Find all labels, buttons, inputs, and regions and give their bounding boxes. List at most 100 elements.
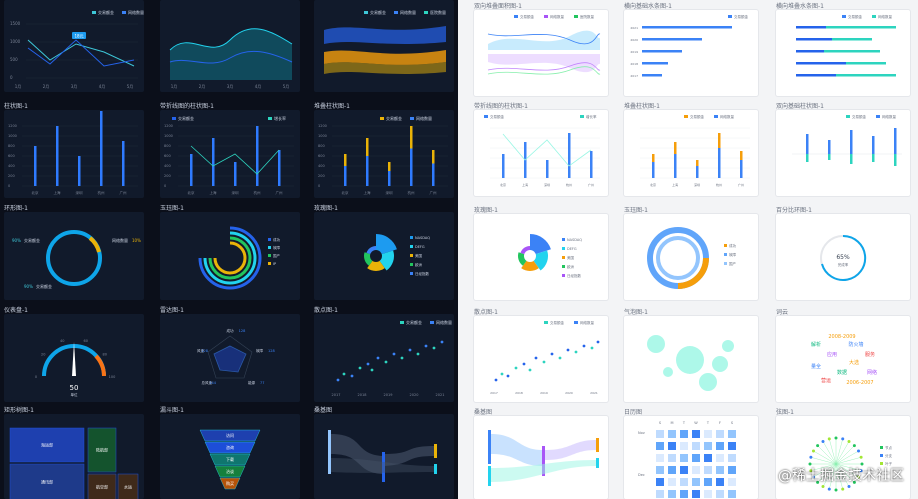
chart-card: NASDAQ DEFG 美国 欧洲 日经指数 [474, 214, 608, 300]
legend-swatch [842, 15, 846, 18]
tree-edge [835, 463, 859, 478]
hbar-segment [824, 50, 880, 53]
jade-arc [203, 231, 257, 285]
sankey-node [488, 466, 491, 486]
calendar-cell [656, 478, 664, 486]
tile-title: 柱状图-1 [4, 103, 28, 110]
legend-label: 交易额金 [852, 114, 866, 119]
word: 防火墙 [848, 341, 863, 348]
chart-card: 交易额金 网络数量 医院数量 [314, 0, 454, 92]
tile-title: 堆叠柱状图-1 [314, 103, 350, 110]
chart-card: 交易额金 增长率 1200 1000 800 600 400 200 0 北京 上海 深圳 杭州 广州 [160, 110, 300, 198]
bar-segment [740, 151, 743, 160]
radar-value: 128 [239, 329, 246, 333]
area-line [487, 62, 601, 71]
tile-title: 漏斗图-1 [160, 407, 184, 414]
bar-segment [366, 156, 369, 186]
legend-swatch [410, 263, 413, 266]
sankey-link [545, 440, 596, 460]
tree-node [827, 487, 831, 491]
ring-value: 65% [836, 254, 850, 261]
x-tick-label: 2021 [590, 391, 598, 395]
word: 应用 [827, 351, 837, 358]
weekday-label: T [706, 421, 710, 425]
calendar-cell [716, 490, 724, 498]
legend-label: 交易额金 [848, 14, 862, 19]
chart-card: 交易额金 2021 2020 2019 2018 2017 [624, 10, 758, 96]
light-theme-panel: 双向堆叠面积图-1 交易额金 网络数量 医院数量 横向基础水条图-1 交易额金 2021 20… [458, 0, 918, 499]
legend-label: 故障 [729, 252, 737, 257]
treemap-label: 海运部 [41, 442, 53, 448]
scatter-point [424, 344, 428, 348]
x-tick-label: 4月 [255, 84, 262, 89]
scatter-point [558, 356, 562, 360]
legend-swatch [562, 265, 565, 268]
scatter-point [596, 340, 600, 344]
gauge-tick: 20 [41, 353, 45, 357]
calendar-cell [656, 430, 664, 438]
x-tick-label: 北京 [32, 190, 39, 195]
y-tick-label: 1000 [8, 134, 17, 138]
tree-node [808, 462, 812, 466]
legend-label: 叶子 [885, 461, 893, 466]
scatter-point [574, 350, 578, 354]
scatter-point [342, 372, 346, 376]
bar [212, 138, 215, 186]
calendar-cell [704, 430, 712, 438]
calendar-cell [716, 454, 724, 462]
tree-node [811, 475, 815, 479]
legend-swatch [880, 462, 883, 465]
hbar-segment [826, 26, 896, 29]
scatter-point [528, 368, 532, 372]
tree-node [841, 487, 845, 491]
tree-node [827, 437, 831, 441]
y-tick-label: 2018 [630, 62, 638, 66]
bar [34, 146, 37, 186]
scatter-point [550, 352, 554, 356]
legend-label: 增长率 [586, 114, 597, 119]
y-tick-label: 800 [318, 144, 325, 148]
tree-edge [835, 438, 843, 465]
legend-label: 成功 [273, 237, 281, 242]
legend-swatch [268, 262, 271, 265]
y-tick-label: 600 [318, 154, 325, 158]
legend-label: 交易额金 [370, 9, 386, 15]
calendar-cell [668, 454, 676, 462]
weekday-label: S [659, 421, 662, 425]
tree-node [857, 475, 861, 479]
scatter-point [514, 366, 518, 370]
rose-slice [376, 234, 397, 256]
legend-swatch [394, 11, 398, 14]
sankey-link [385, 446, 434, 466]
calendar-cell [716, 430, 724, 438]
chart-card: 交易额金 网络数量 [776, 10, 910, 96]
legend-label: 分支 [885, 453, 893, 458]
legend-label: 国产 [273, 253, 281, 258]
legend-swatch [872, 15, 876, 18]
chart-card: 65% 完成率 [776, 214, 910, 300]
tree-edge [835, 450, 859, 465]
x-tick-label: 深圳 [232, 190, 239, 195]
tree-edge [835, 463, 862, 471]
bubble [647, 335, 665, 353]
hbar-segment [832, 38, 872, 41]
area-line [169, 28, 293, 51]
legend-swatch [876, 115, 880, 118]
rose-hole [524, 250, 536, 262]
x-tick-label: 上海 [364, 190, 372, 195]
donut-pct: 90% [12, 238, 21, 243]
x-tick-label: 上海 [672, 182, 678, 187]
calendar-cell [692, 466, 700, 474]
calendar-cell [728, 430, 736, 438]
tile-title: 日历图 [624, 409, 643, 416]
x-tick-label: 广州 [120, 190, 127, 195]
radar-axis-label: 能源 [248, 380, 255, 385]
scatter-point [384, 360, 388, 364]
weekday-label: T [682, 421, 686, 425]
funnel-stage [209, 453, 251, 466]
radar-axis-label: 故障 [256, 348, 264, 353]
tile-title: 词云 [776, 309, 789, 316]
